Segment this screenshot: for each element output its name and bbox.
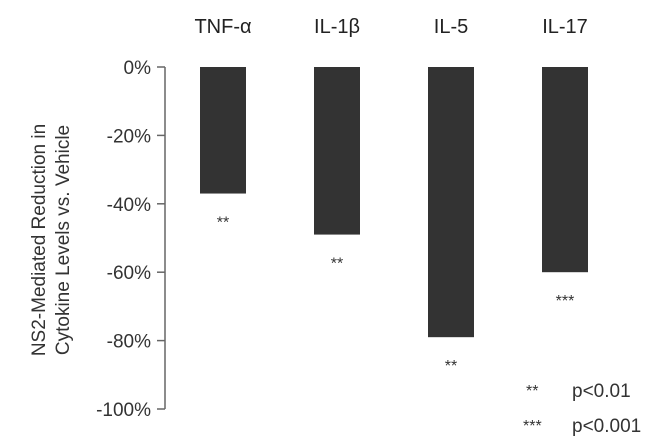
legend-text-1: p<0.01 <box>572 381 631 402</box>
category-label: IL-1β <box>314 16 360 38</box>
category-label: TNF-α <box>194 16 251 38</box>
legend-symbol-1: ** <box>526 383 538 400</box>
y-axis-label-line-1: NS2-Mediated Reduction in <box>29 124 50 356</box>
bar <box>542 67 588 273</box>
y-tick-label: -60% <box>107 263 151 284</box>
category-labels: TNF-α IL-1β IL-5 IL-17 <box>194 16 587 38</box>
bar <box>314 67 360 235</box>
legend-text-2: p<0.001 <box>572 416 641 437</box>
significance-label: ** <box>331 256 343 273</box>
category-label: IL-5 <box>434 16 468 38</box>
legend-symbol-2: *** <box>523 418 542 435</box>
bar <box>428 67 474 338</box>
y-tick-label: -20% <box>107 126 151 147</box>
y-axis-ticks: 0% -20% -40% -60% -80% -100% <box>96 58 165 421</box>
y-tick-label: 0% <box>124 58 152 79</box>
y-axis-label-line-2: Cytokine Levels vs. Vehicle <box>53 125 74 355</box>
significance-label: ** <box>445 358 457 375</box>
bar <box>200 67 246 194</box>
bars <box>200 67 588 338</box>
significance-label: *** <box>556 293 575 310</box>
category-label: IL-17 <box>542 16 588 38</box>
y-axis-label: NS2-Mediated Reduction in Cytokine Level… <box>29 124 74 356</box>
significance-label: ** <box>217 215 229 232</box>
y-tick-label: -80% <box>107 332 151 353</box>
y-tick-label: -100% <box>96 400 151 421</box>
legend: ** p<0.01 *** p<0.001 <box>523 381 641 437</box>
y-tick-label: -40% <box>107 195 151 216</box>
significance-labels: ********* <box>217 215 575 376</box>
